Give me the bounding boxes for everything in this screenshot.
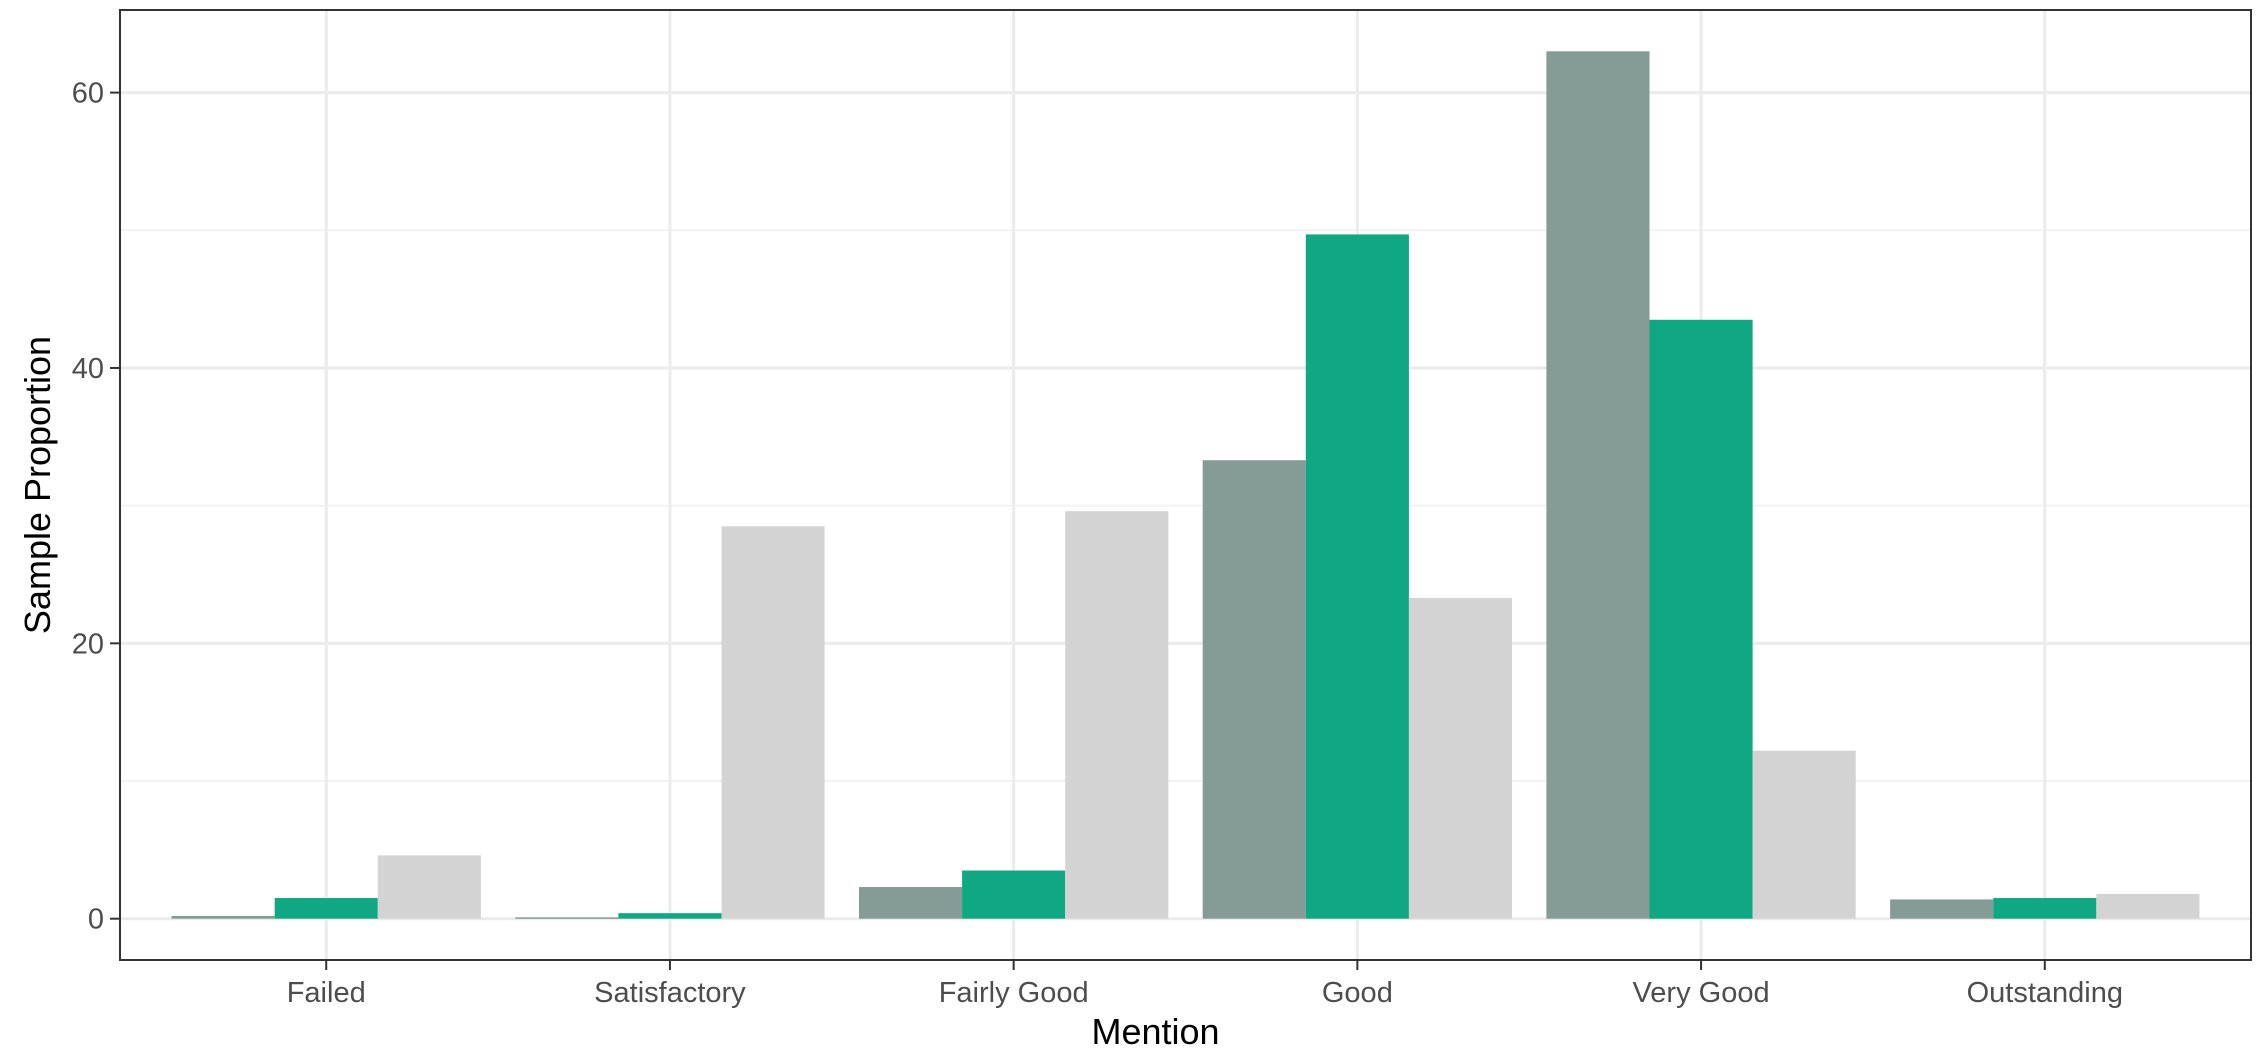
x-tick-label: Good — [1322, 977, 1393, 1009]
y-tick-label: 60 — [72, 78, 104, 110]
bar — [962, 870, 1066, 919]
bar — [1202, 460, 1306, 919]
y-tick-label: 20 — [72, 628, 104, 660]
x-tick-label: Fairly Good — [939, 977, 1089, 1009]
bar — [1649, 319, 1753, 919]
bar — [858, 887, 963, 919]
x-axis-title: Mention — [1091, 1011, 1219, 1052]
bar — [171, 915, 275, 919]
bar — [721, 526, 825, 919]
bar — [377, 855, 481, 919]
grid-major-layer — [120, 10, 2251, 960]
y-axis: 0 20 40 60 — [72, 78, 120, 936]
x-tick-label: Failed — [287, 977, 366, 1009]
x-tick-label: Very Good — [1633, 977, 1770, 1009]
bar — [1408, 597, 1513, 919]
x-axis: Failed Satisfactory Fairly Good Good Very Go… — [287, 960, 2123, 1009]
bar — [274, 898, 378, 919]
bar — [1993, 898, 2097, 919]
plot-panel-border — [119, 9, 2252, 961]
bar — [515, 917, 619, 919]
bar — [618, 913, 722, 919]
y-tick-label: 40 — [72, 353, 104, 385]
y-tick-label: 0 — [88, 904, 104, 936]
bar — [1546, 51, 1650, 919]
y-axis-title: Sample Proportion — [17, 336, 58, 634]
x-tick-label: Satisfactory — [594, 977, 746, 1009]
bar — [1890, 899, 1994, 919]
bar — [1305, 234, 1409, 919]
bar — [1065, 511, 1169, 919]
grid-minor-layer — [120, 229, 2251, 783]
x-tick-label: Outstanding — [1967, 977, 2123, 1009]
bar — [1752, 750, 1856, 919]
bar — [2096, 893, 2200, 919]
bars-layer — [171, 51, 2200, 919]
